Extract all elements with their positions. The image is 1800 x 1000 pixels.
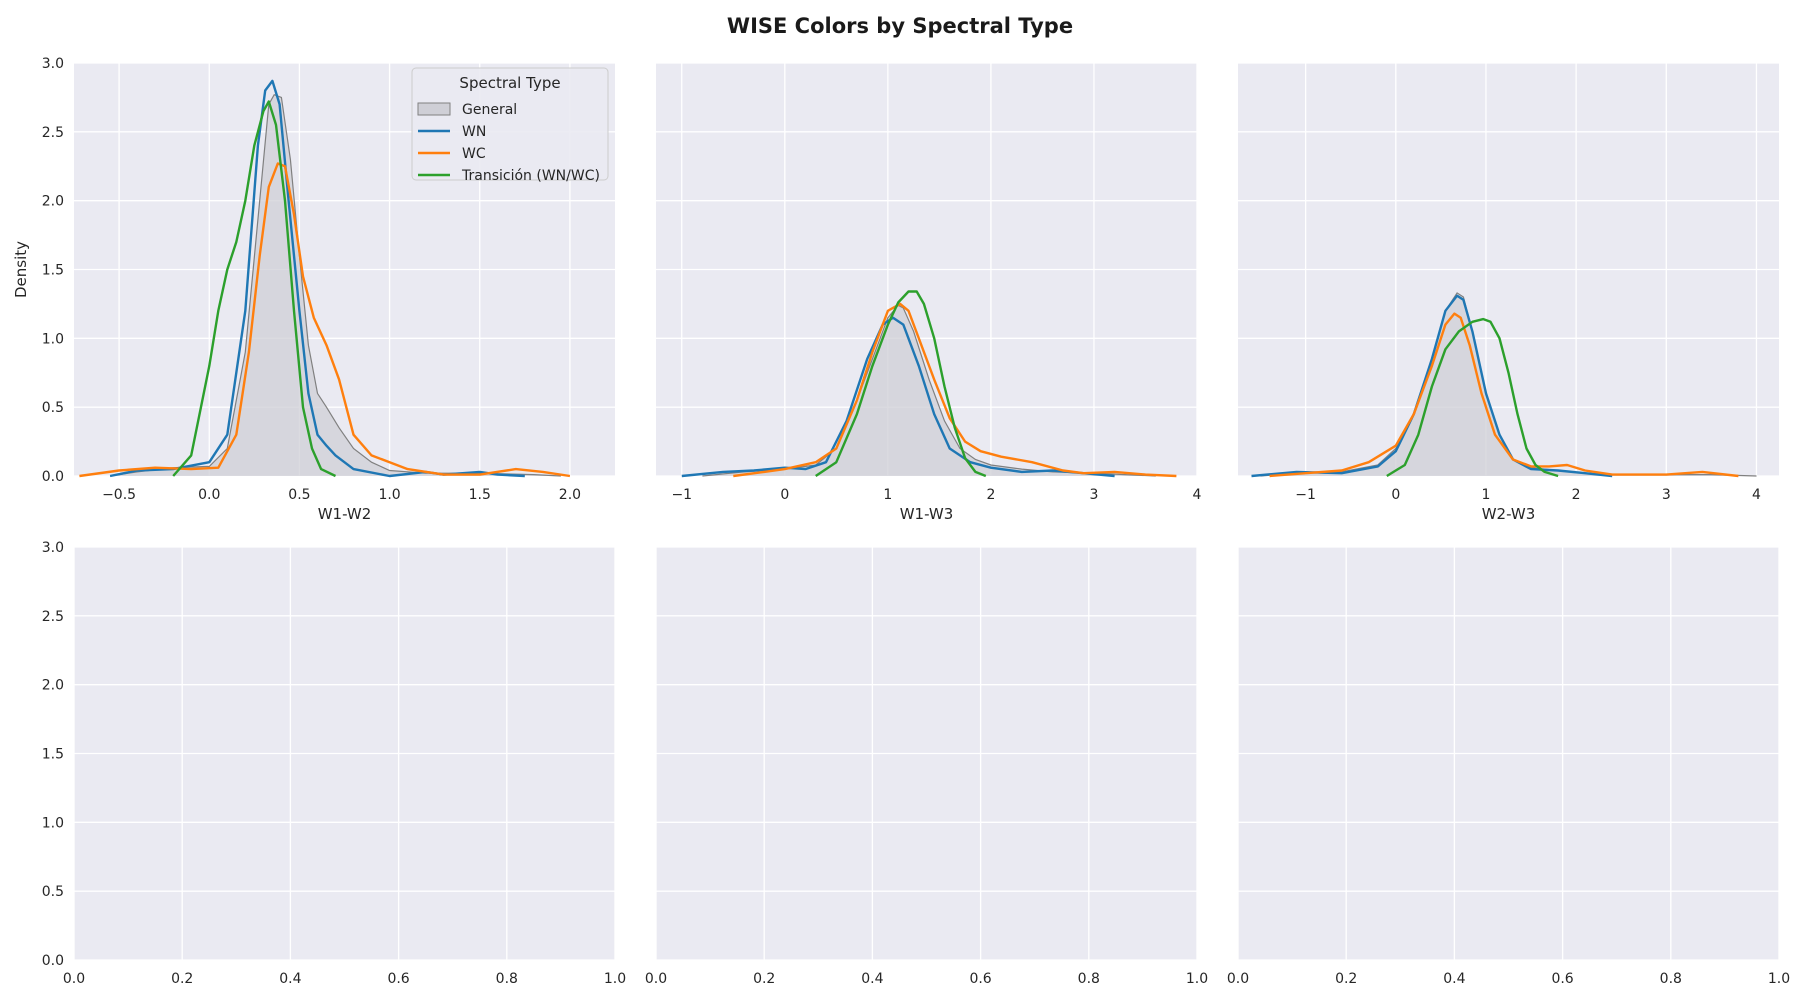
series-line-wc [1269,312,1739,478]
y-tick-label: 3.0 [42,540,64,556]
x-tick-label: 2 [986,487,995,503]
y-tick-label: 0.0 [42,469,64,485]
x-tick-label: 0.2 [171,971,193,987]
x-tick-label: 0 [1391,487,1400,503]
x-tick-label: 0.4 [861,971,883,987]
x-tick-label: 0.8 [1078,971,1100,987]
y-tick-label: 0.0 [42,953,64,969]
x-tick-label: 0.0 [198,487,220,503]
x-tick-label: 0.0 [645,971,667,987]
y-tick-label: 2.5 [42,125,64,141]
x-tick-label: 1.0 [1186,971,1208,987]
x-tick-label: 0.6 [1551,971,1573,987]
x-tick-label: 2.0 [559,487,581,503]
x-tick-label: 0.2 [1335,971,1357,987]
y-tick-label: 0.5 [42,400,64,416]
x-tick-label: 0.5 [288,487,310,503]
legend-entry-label: Transición (WN/WC) [461,168,600,184]
legend-box [411,67,609,181]
legend-swatch-general [417,102,451,116]
series-area-general [702,305,1156,476]
series-line-wc [79,162,571,478]
x-axis-label: W1-W3 [900,505,954,523]
x-tick-label: 4 [1193,487,1202,503]
panel-bottom-left: 0.0 0.2 0.4 0.6 0.8 1.0 0.0 0.5 1.0 1.5 2.0 2.5 3.0 [42,540,626,987]
series-line-transici-n-wn-wc [172,100,337,478]
legend-title: Spectral Type [459,74,560,92]
x-tick-label: 0.6 [969,971,991,987]
x-tick-label: 0.2 [753,971,775,987]
y-tick-label: 2.0 [42,678,64,694]
x-tick-label: −0.5 [102,487,136,503]
x-tick-label: 3 [1089,487,1098,503]
series-line-wn [1251,294,1613,478]
x-tick-label: 1.0 [378,487,400,503]
panel-top-left: −0.5 0.0 0.5 1.0 1.5 2.0 0.0 0.5 1.0 1.5 2.0 2.5 3.0… [12,56,615,523]
figure-title: WISE Colors by Spectral Type [726,14,1074,38]
x-tick-label: 4 [1752,487,1761,503]
x-tick-label: 1.0 [1768,971,1790,987]
y-tick-label: 0.5 [42,884,64,900]
y-tick-label: 1.0 [42,331,64,347]
series-line-wc [733,302,1177,478]
y-tick-label: 1.5 [42,263,64,279]
x-tick-label: 1.5 [469,487,491,503]
panel-top-middle: −1 0 1 2 3 4 W1-W3 [656,62,1202,523]
panel-top-right: −1 0 1 2 3 4 W2-W3 [1238,62,1779,523]
x-tick-label: 3 [1662,487,1671,503]
panel-bottom-middle: 0.0 0.2 0.4 0.6 0.8 1.0 [645,546,1208,987]
x-tick-label: 0.8 [496,971,518,987]
x-tick-label: −1 [1295,487,1316,503]
y-tick-label: 1.0 [42,815,64,831]
y-tick-label: 3.0 [42,56,64,72]
y-tick-label: 2.5 [42,609,64,625]
x-tick-label: 0.4 [1443,971,1465,987]
series-line-transici-n-wn-wc [1386,317,1559,478]
x-tick-label: 1 [1481,487,1490,503]
legend-entry-label: General [462,102,517,118]
x-axis-label: W1-W2 [318,505,372,523]
y-axis-label: Density [12,241,30,298]
x-tick-label: 1.0 [604,971,626,987]
x-tick-label: 1 [883,487,892,503]
series-line-transici-n-wn-wc [815,290,987,478]
x-tick-label: 2 [1572,487,1581,503]
x-tick-label: 0 [780,487,789,503]
x-tick-label: −1 [671,487,692,503]
x-tick-label: 0.4 [279,971,301,987]
y-tick-label: 2.0 [42,194,64,210]
x-tick-label: 0.0 [63,971,85,987]
x-tick-label: 0.6 [387,971,409,987]
x-tick-label: 0.8 [1660,971,1682,987]
x-tick-label: 0.0 [1227,971,1249,987]
legend-entry-label: WC [462,146,486,162]
legend-entry-label: WN [462,124,486,140]
x-axis-label: W2-W3 [1482,505,1536,523]
legend: Spectral Type General WN WC Transición (WN/W… [411,67,609,184]
panel-bottom-right: 0.0 0.2 0.4 0.6 0.8 1.0 [1227,546,1790,987]
y-tick-label: 1.5 [42,747,64,763]
